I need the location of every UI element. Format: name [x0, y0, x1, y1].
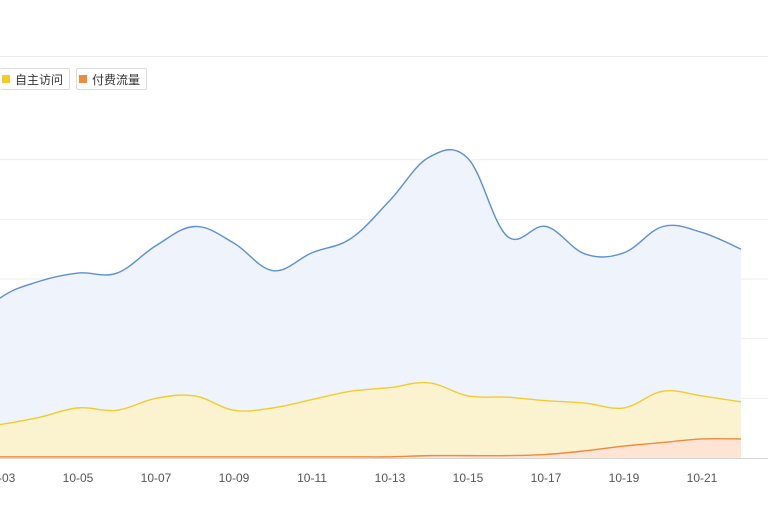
legend: 自主访问 付费流量: [0, 68, 148, 90]
x-tick-label: 10-05: [63, 471, 94, 485]
legend-item-self-visit[interactable]: 自主访问: [0, 68, 71, 90]
legend-label-self-visit: 自主访问: [15, 72, 64, 87]
legend-swatch-self-visit: [2, 75, 10, 83]
series-total-line: [0, 149, 742, 299]
x-tick-label: 10-15: [453, 471, 484, 485]
x-tick-label: 10-11: [297, 471, 327, 485]
x-tick-label: 10-13: [375, 471, 406, 485]
legend-item-paid-traffic[interactable]: 付费流量: [76, 68, 148, 90]
x-tick-label: 10-17: [531, 471, 562, 485]
series-self-visit-line: [0, 381, 742, 426]
x-tick-label: 10-07: [141, 471, 172, 485]
x-tick-label: 10-03: [0, 471, 16, 485]
top-divider: [0, 56, 768, 57]
x-tick-label: 10-19: [609, 471, 640, 485]
x-tick-label: 10-21: [687, 471, 718, 485]
legend-swatch-paid-traffic: [79, 75, 88, 83]
x-tick-label: 10-09: [219, 471, 250, 485]
series-total-area: [0, 149, 741, 458]
series-paid-traffic-area: [0, 438, 741, 458]
series-paid-traffic-line: [0, 437, 742, 458]
legend-label-paid-traffic: 付费流量: [92, 72, 141, 87]
